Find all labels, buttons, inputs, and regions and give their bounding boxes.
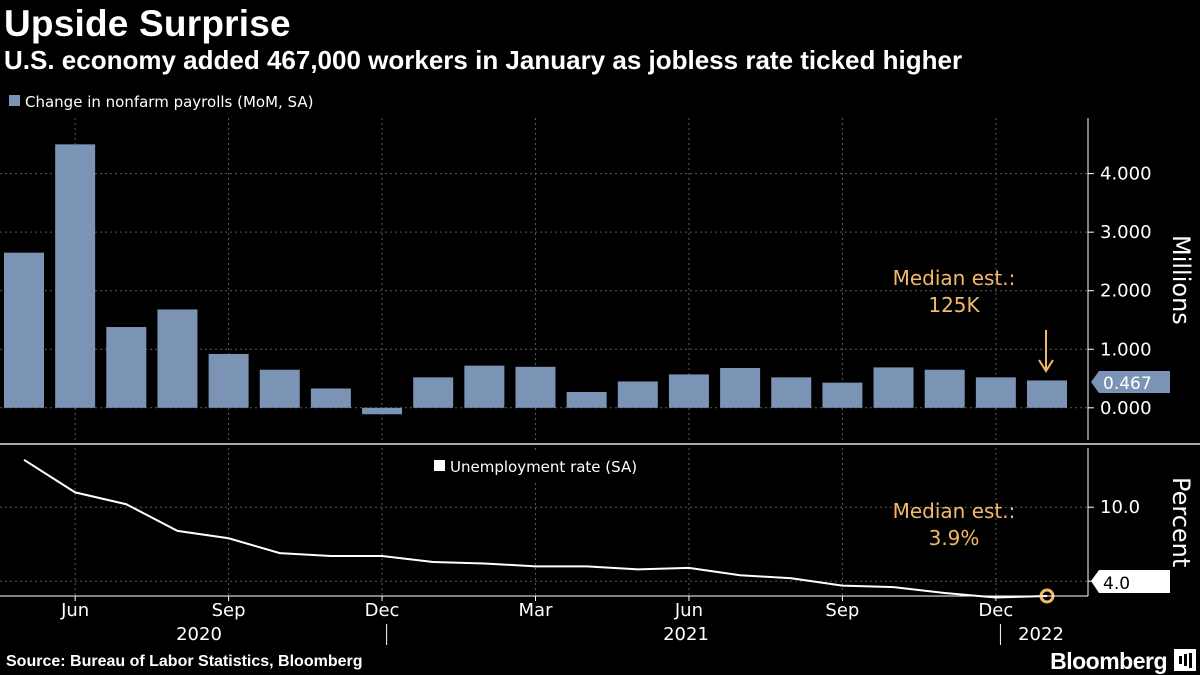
legend-label-payrolls: Change in nonfarm payrolls (MoM, SA) — [25, 93, 313, 111]
payrolls-last-value-tag: 0.467 — [1091, 371, 1170, 394]
payroll-bar — [566, 391, 607, 408]
unemployment-annotation-line1: Median est.: — [893, 499, 1016, 523]
xtick-label: Dec — [978, 600, 1013, 621]
chart-subtitle: U.S. economy added 467,000 workers in Ja… — [4, 45, 963, 75]
payroll-bar — [106, 327, 147, 408]
payrolls-last-value: 0.467 — [1103, 374, 1152, 394]
unit-label-percent: Percent — [1167, 477, 1195, 567]
unit-label-millions: Millions — [1167, 235, 1195, 325]
legend-swatch-payrolls — [9, 95, 20, 106]
payroll-bar — [157, 309, 198, 408]
source-note: Source: Bureau of Labor Statistics, Bloo… — [6, 653, 363, 670]
payroll-bar — [208, 353, 249, 408]
ytick-label-top: 2.000 — [1100, 281, 1152, 302]
payroll-bar — [362, 407, 403, 415]
chart-title: Upside Surprise — [4, 3, 291, 44]
payrolls-annotation-line1: Median est.: — [893, 266, 1016, 290]
ytick-label-top: 1.000 — [1100, 339, 1152, 360]
xtick-label: Jun — [60, 600, 89, 621]
payroll-bar — [975, 377, 1016, 408]
year-label: 2022 — [1018, 624, 1064, 645]
payroll-bar — [55, 144, 96, 408]
bloomberg-terminal-icon — [1174, 649, 1196, 671]
xtick-label: Jun — [674, 600, 703, 621]
payroll-bar — [924, 369, 965, 408]
payroll-bar — [822, 382, 863, 408]
payroll-bar — [413, 377, 454, 408]
xtick-label: Mar — [519, 600, 554, 621]
payroll-bar — [771, 377, 812, 408]
payroll-bar — [464, 365, 505, 408]
axis-layer: 4.0003.0002.0001.0000.00010.05.0JunSepDe… — [0, 118, 1200, 645]
year-label: 2020 — [176, 624, 222, 645]
payroll-bar — [720, 367, 761, 408]
legend-swatch-unemployment — [434, 460, 445, 471]
payroll-bar — [668, 374, 709, 408]
arrow-down-icon — [1038, 330, 1054, 373]
payroll-bar — [4, 252, 44, 408]
year-label: 2021 — [663, 624, 709, 645]
payrolls-annotation-line2: 125K — [928, 293, 980, 317]
ytick-label-bottom: 10.0 — [1100, 497, 1140, 518]
payroll-bar — [873, 367, 914, 408]
xtick-label: Sep — [212, 600, 246, 621]
xtick-label: Sep — [825, 600, 859, 621]
unemployment-last-value-tag: 4.0 — [1091, 570, 1170, 594]
payroll-bar — [310, 388, 351, 408]
legend-box-unemployment — [427, 452, 663, 482]
bloomberg-logo: Bloomberg — [1050, 648, 1167, 674]
ytick-label-top: 3.000 — [1100, 222, 1152, 243]
ytick-label-top: 4.000 — [1100, 164, 1152, 185]
payroll-bar — [515, 366, 556, 408]
bars-layer — [4, 144, 1067, 415]
unemployment-last-value: 4.0 — [1103, 574, 1130, 594]
unemployment-annotation-line2: 3.9% — [929, 526, 980, 550]
payroll-bar — [617, 381, 658, 408]
ytick-label-top: 0.000 — [1100, 398, 1152, 419]
payroll-bar — [1027, 380, 1067, 408]
legend-label-unemployment: Unemployment rate (SA) — [450, 458, 637, 476]
unemployment-line — [23, 458, 1048, 599]
payroll-bar — [259, 369, 300, 408]
xtick-label: Dec — [365, 600, 400, 621]
